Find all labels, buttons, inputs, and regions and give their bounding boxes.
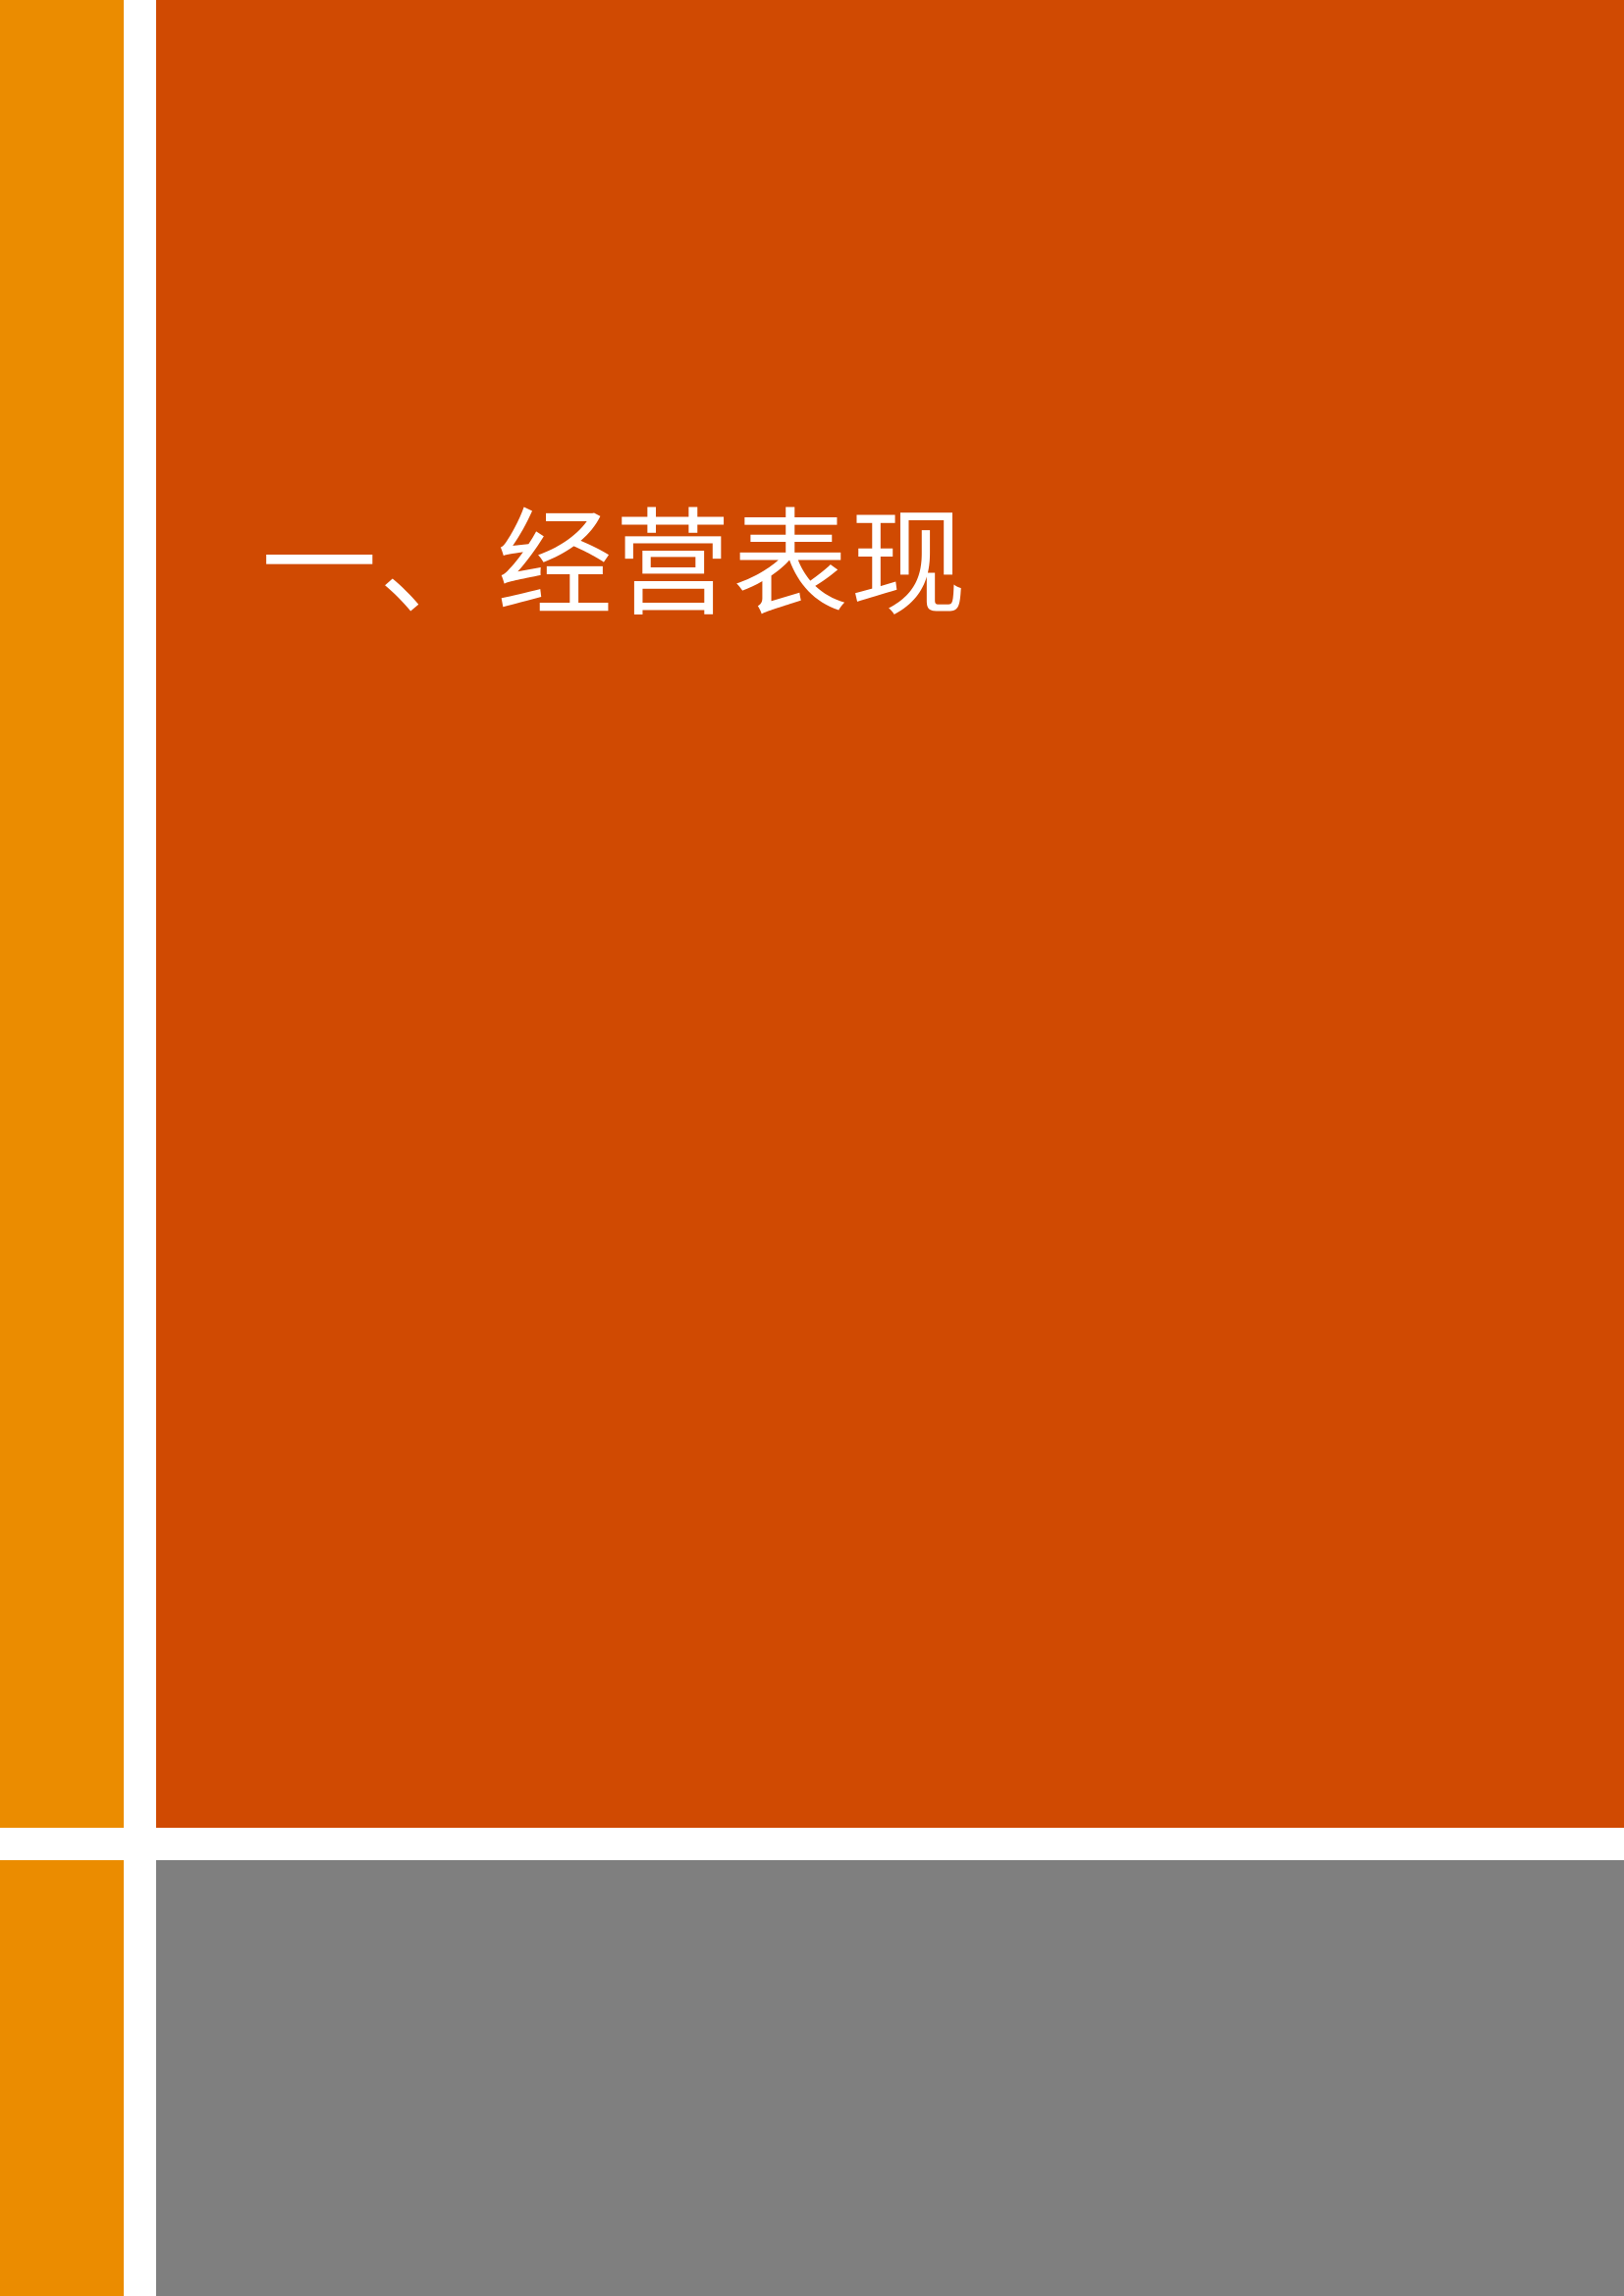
footer-panel [156, 1860, 1624, 2296]
left-accent-bar-top [0, 0, 124, 1828]
title-panel [156, 0, 1624, 1828]
left-accent-bar-bottom [0, 1860, 124, 2296]
section-title: 一、经营表现 [261, 497, 969, 632]
